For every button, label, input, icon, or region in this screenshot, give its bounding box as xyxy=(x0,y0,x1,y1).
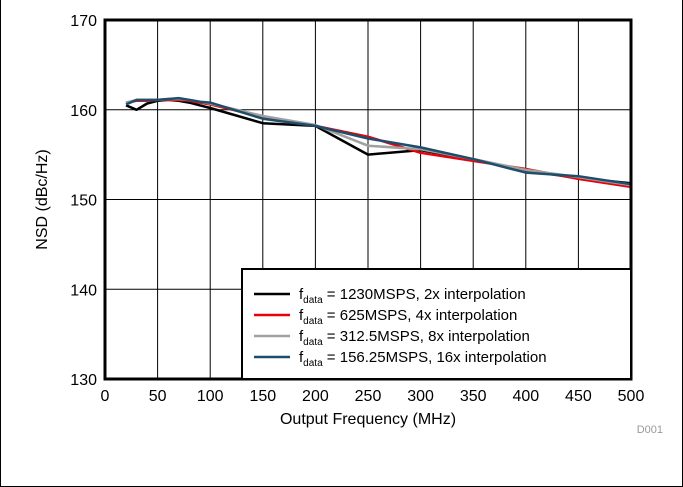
y-tick-label: 140 xyxy=(70,282,97,299)
x-tick-label: 400 xyxy=(512,388,539,405)
figure-id-label: D001 xyxy=(637,424,663,436)
legend-box xyxy=(241,268,632,380)
y-tick-label: 170 xyxy=(70,13,97,30)
legend: fdata = 1230MSPS, 2x interpolationfdata … xyxy=(241,268,632,380)
y-tick-label: 160 xyxy=(70,103,97,120)
x-tick-label: 150 xyxy=(249,388,276,405)
y-tick-label: 130 xyxy=(70,372,97,389)
legend-label: fdata = 156.25MSPS, 16x interpolation xyxy=(299,349,547,369)
x-tick-label: 500 xyxy=(618,388,645,405)
series-layer xyxy=(125,96,632,189)
x-tick-labels: 0 50 100 150 200 250 300 350 400 450 500 xyxy=(101,388,645,405)
x-tick-label: 250 xyxy=(355,388,382,405)
legend-label: fdata = 1230MSPS, 2x interpolation xyxy=(299,286,526,306)
x-tick-label: 450 xyxy=(565,388,592,405)
y-tick-labels: 130 140 150 160 170 xyxy=(70,13,97,389)
x-tick-label: 0 xyxy=(101,388,110,405)
series-line-1 xyxy=(125,98,632,185)
x-tick-label: 300 xyxy=(407,388,434,405)
x-tick-label: 50 xyxy=(149,388,167,405)
legend-label: fdata = 625MSPS, 4x interpolation xyxy=(299,307,517,327)
x-tick-label: 100 xyxy=(197,388,224,405)
x-tick-label: 200 xyxy=(302,388,329,405)
y-axis-title: NSD (dBc/Hz) xyxy=(34,149,51,249)
series-line-4 xyxy=(125,96,632,186)
y-tick-label: 150 xyxy=(70,193,97,210)
x-tick-label: 350 xyxy=(460,388,487,405)
x-axis-title: Output Frequency (MHz) xyxy=(280,411,456,428)
legend-label: fdata = 312.5MSPS, 8x interpolation xyxy=(299,328,530,348)
series-line-3 xyxy=(125,97,632,187)
